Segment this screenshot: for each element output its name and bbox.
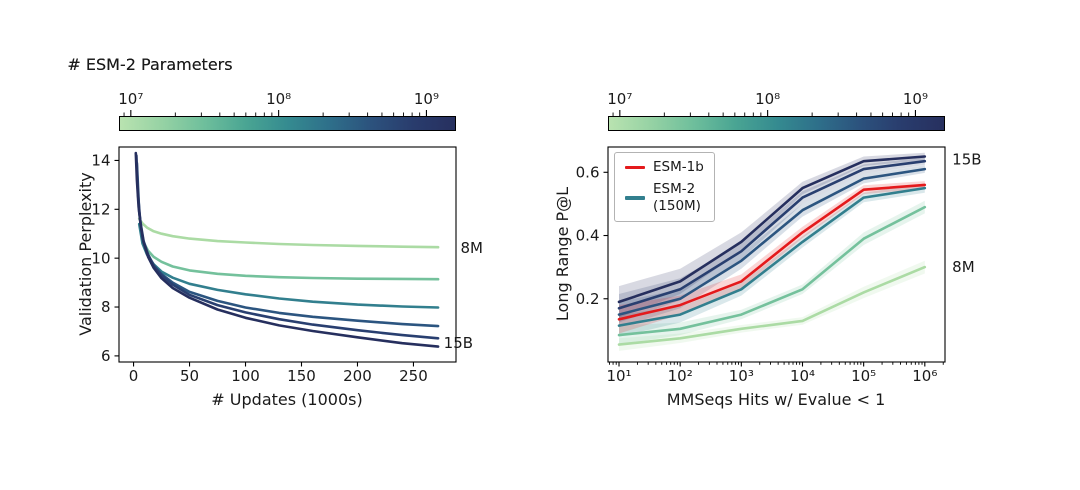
annotation-8M: 8M — [952, 258, 975, 276]
legend-entry-esm2-150m: ESM-2 (150M) — [625, 181, 704, 215]
x-tick-label: 0 — [129, 367, 139, 385]
annotation-15B: 15B — [952, 151, 981, 169]
x-tick-label: 200 — [343, 367, 372, 385]
series-line-35M — [617, 205, 927, 337]
annotation-8M: 8M — [460, 239, 483, 257]
colorbar-right — [608, 116, 945, 131]
y-tick-label: 6 — [101, 347, 111, 365]
axes-box — [118, 146, 457, 363]
colorbar-tick-label: 10⁷ — [607, 90, 632, 108]
x-tick-label: 10⁴ — [790, 367, 815, 385]
annotation-15B: 15B — [444, 334, 473, 352]
legend-line-esm1b — [625, 165, 645, 170]
y-axis-label-left: Validation Perplexity — [76, 172, 95, 336]
x-tick-label: 100 — [231, 367, 260, 385]
legend-entry-esm1b: ESM-1b — [625, 159, 704, 176]
band-8M — [619, 260, 925, 351]
colorbar-left — [119, 116, 456, 131]
x-axis-label-right: MMSeqs Hits w/ Evalue < 1 — [666, 390, 886, 409]
series-line-35M — [139, 227, 440, 281]
series-line-8M — [137, 217, 440, 249]
colorbar-tick-label: 10⁹ — [903, 90, 928, 108]
y-tick-label: 0.4 — [576, 227, 600, 245]
y-axis-label-right: Long Range P@L — [553, 186, 572, 322]
legend-label-esm1b: ESM-1b — [653, 159, 704, 175]
series-line-3B — [135, 154, 440, 340]
colorbar-title-left: # ESM-2 Parameters — [67, 55, 233, 74]
y-tick-label: 0.6 — [576, 163, 600, 181]
colorbar-tick-label: 10⁷ — [118, 90, 143, 108]
x-tick-label: 10² — [668, 367, 693, 385]
colorbar-title-right: # ESM-2 Parameters — [67, 55, 233, 74]
legend-label-esm2-150m: ESM-2 (150M) — [653, 180, 701, 214]
colorbar-tick-label: 10⁹ — [414, 90, 439, 108]
x-tick-label: 10⁶ — [912, 367, 937, 385]
colorbar-tick-label: 10⁸ — [755, 90, 780, 108]
series-line-8M — [617, 265, 927, 346]
series-line-150M — [137, 222, 440, 309]
band-35M — [619, 200, 925, 345]
x-axis-label-left: # Updates (1000s) — [211, 390, 363, 409]
legend-line-esm2-150m — [625, 196, 645, 200]
legend: ESM-1b ESM-2 (150M) — [614, 152, 715, 222]
y-tick-label: 8 — [101, 298, 111, 316]
x-tick-label: 150 — [287, 367, 316, 385]
x-tick-label: 10¹ — [606, 367, 631, 385]
colorbar-tick-label: 10⁸ — [266, 90, 291, 108]
x-tick-label: 10³ — [729, 367, 754, 385]
x-tick-label: 10⁵ — [851, 367, 876, 385]
x-tick-label: 50 — [180, 367, 199, 385]
y-tick-label: 0.2 — [576, 290, 600, 308]
x-tick-label: 250 — [399, 367, 428, 385]
series-line-15B — [134, 151, 440, 348]
series-line-650M — [135, 161, 440, 328]
